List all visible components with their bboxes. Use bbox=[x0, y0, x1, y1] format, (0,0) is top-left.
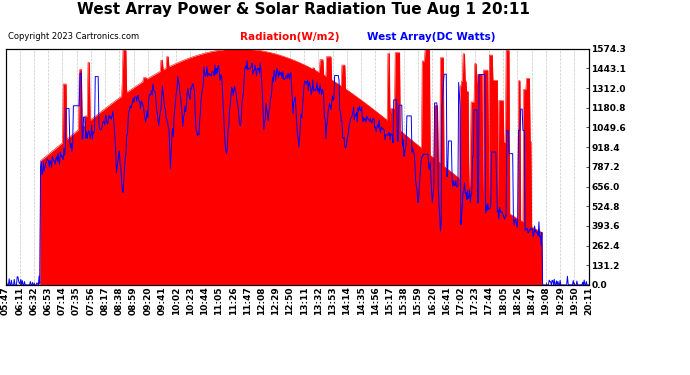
Text: West Array Power & Solar Radiation Tue Aug 1 20:11: West Array Power & Solar Radiation Tue A… bbox=[77, 2, 530, 17]
Text: West Array(DC Watts): West Array(DC Watts) bbox=[367, 32, 495, 42]
Text: Radiation(W/m2): Radiation(W/m2) bbox=[240, 32, 339, 42]
Text: Copyright 2023 Cartronics.com: Copyright 2023 Cartronics.com bbox=[8, 32, 139, 41]
